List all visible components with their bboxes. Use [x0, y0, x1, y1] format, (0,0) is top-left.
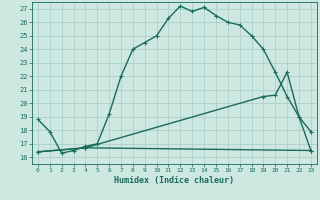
X-axis label: Humidex (Indice chaleur): Humidex (Indice chaleur) [115, 176, 234, 185]
